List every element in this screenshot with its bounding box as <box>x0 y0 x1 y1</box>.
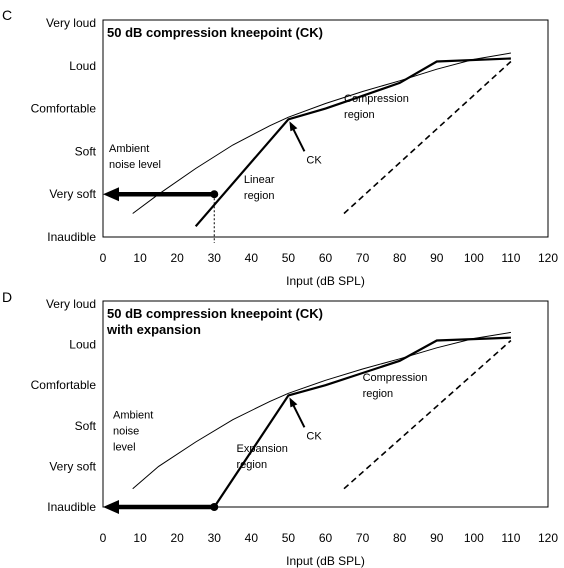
panel-d-compression-label-2: region <box>363 388 394 400</box>
panel-d-xtick-label: 0 <box>100 531 107 545</box>
panel-d-xtick-label: 60 <box>319 531 333 545</box>
panel-d-xtick-label: 50 <box>282 531 296 545</box>
panel-d-region-label-1: Expansion <box>237 443 288 455</box>
panel-c-xtick-label: 100 <box>464 251 484 265</box>
panel-c-xtick-label: 40 <box>245 251 259 265</box>
panel-d-letter: D <box>2 289 12 305</box>
panel-d-xtick-label: 30 <box>208 531 222 545</box>
panel-d-ck-arrow-shaft <box>291 402 306 428</box>
panel-d-ytick-label: Very soft <box>49 459 96 473</box>
panel-d-ytick-label: Very loud <box>46 297 96 311</box>
panel-c-title: 50 dB compression kneepoint (CK) <box>107 25 323 40</box>
panel-c-xtick-label: 30 <box>208 251 222 265</box>
panel-d-xtick-label: 80 <box>393 531 407 545</box>
panel-c-plot-frame <box>102 19 549 238</box>
panel-c-xtick-label: 80 <box>393 251 407 265</box>
panel-c-ck-arrow-shaft <box>291 126 306 152</box>
panel-d-ytick-label: Inaudible <box>47 500 96 514</box>
panel-c-ytick-label: Soft <box>75 144 97 158</box>
panel-c-series-dashed-line <box>343 60 512 215</box>
panel-c-region-label-2: region <box>244 190 275 202</box>
panel-d-series-thick-line <box>213 336 511 508</box>
panel-c-xtick-label: 0 <box>100 251 107 265</box>
panel-c-letter: C <box>2 7 12 23</box>
panel-d-xtick-label: 10 <box>133 531 147 545</box>
panel-c-x-axis-label: Input (dB SPL) <box>286 274 365 288</box>
panel-d-series-thin-line <box>132 331 511 490</box>
panel-c-xtick-label: 110 <box>501 251 520 265</box>
panel-d-compression-label-1: Compression <box>363 372 428 384</box>
panel-c-compression-label-2: region <box>344 109 375 121</box>
panel-d-xtick-label: 110 <box>501 531 520 545</box>
panel-c-ambient-label-1: Ambient <box>109 143 149 155</box>
panel-c-xtick-label: 20 <box>170 251 184 265</box>
panel-d-ambient-label-1: Ambient <box>113 409 153 421</box>
panel-d-xtick-label: 70 <box>356 531 370 545</box>
panel-d-xtick-label: 20 <box>170 531 184 545</box>
panel-d-ambient-label-3: level <box>113 441 136 453</box>
panel-c-xtick-label: 50 <box>282 251 296 265</box>
panel-d-ytick-label: Comfortable <box>31 378 97 392</box>
panel-d-series-dashed-line <box>343 339 512 490</box>
panel-c-xtick-label: 120 <box>538 251 558 265</box>
panel-d-x-axis-label: Input (dB SPL) <box>286 554 365 568</box>
panel-c-ck-label: CK <box>306 154 322 166</box>
panel-d-region-label-2: region <box>237 459 268 471</box>
panel-d-ck-arrow-head <box>289 397 298 408</box>
panel-c-xtick-label: 70 <box>356 251 370 265</box>
panel-c-xtick-label: 90 <box>430 251 444 265</box>
panel-d-ytick-label: Loud <box>69 338 96 352</box>
panel-d-ytick-label: Soft <box>75 419 97 433</box>
panel-c-ambient-arrow-head <box>103 187 119 202</box>
panel-c-compression-label-1: Compression <box>344 93 409 105</box>
panel-d-xtick-label: 40 <box>245 531 259 545</box>
panel-d-ck-label: CK <box>306 430 322 442</box>
panel-d-ambient-label-2: noise <box>113 425 139 437</box>
panel-c-series-thick-line <box>194 57 511 228</box>
panel-c-region-label-1: Linear <box>244 174 275 186</box>
panel-d-xtick-label: 90 <box>430 531 444 545</box>
panel-d-ambient-arrow-head <box>103 500 119 514</box>
panel-c-ambient-label-2: noise level <box>109 159 161 171</box>
panel-c-ytick-label: Very soft <box>49 187 96 201</box>
panel-d-ambient-point <box>210 503 219 511</box>
panel-c-ck-arrow-head <box>289 121 298 132</box>
panel-d-plot-frame <box>102 300 549 508</box>
panel-c-ytick-label: Loud <box>69 59 96 73</box>
panel-d-xtick-label: 120 <box>538 531 558 545</box>
panel-d-title-line2: with expansion <box>106 322 201 337</box>
panel-c-series-thin-line <box>132 52 511 214</box>
panel-d-title: 50 dB compression kneepoint (CK) <box>107 306 323 321</box>
panel-c-ytick-label: Comfortable <box>31 102 97 116</box>
panel-c-ytick-label: Inaudible <box>47 230 96 244</box>
panel-c-xtick-label: 60 <box>319 251 333 265</box>
panel-c-xtick-label: 10 <box>133 251 147 265</box>
panel-d-xtick-label: 100 <box>464 531 484 545</box>
panel-c-ytick-label: Very loud <box>46 16 96 30</box>
